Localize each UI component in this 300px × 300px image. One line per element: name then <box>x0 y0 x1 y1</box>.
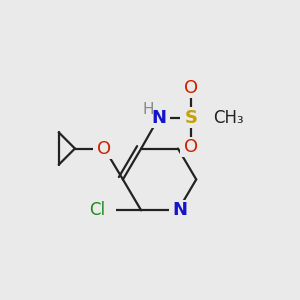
FancyBboxPatch shape <box>202 107 256 128</box>
FancyBboxPatch shape <box>78 200 116 221</box>
Text: H: H <box>143 102 154 117</box>
FancyBboxPatch shape <box>93 138 116 159</box>
Text: N: N <box>151 109 166 127</box>
Text: S: S <box>185 109 198 127</box>
FancyBboxPatch shape <box>180 107 202 128</box>
FancyBboxPatch shape <box>141 99 156 120</box>
Text: O: O <box>184 79 198 97</box>
Text: O: O <box>97 140 111 158</box>
FancyBboxPatch shape <box>180 137 202 158</box>
Text: N: N <box>173 201 188 219</box>
Text: Cl: Cl <box>89 201 105 219</box>
Text: CH₃: CH₃ <box>214 109 244 127</box>
Text: O: O <box>184 138 198 156</box>
FancyBboxPatch shape <box>180 78 202 98</box>
FancyBboxPatch shape <box>148 107 170 128</box>
FancyBboxPatch shape <box>169 200 191 221</box>
